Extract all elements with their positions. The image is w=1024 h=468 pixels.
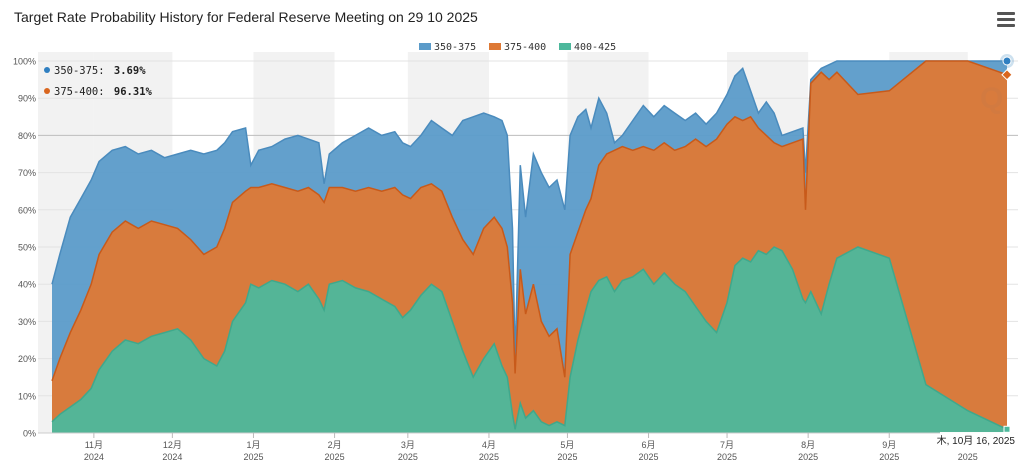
tooltip-value: 3.69%: [114, 65, 146, 77]
x-tick-month: 4月: [482, 440, 496, 450]
x-tick-year: 2025: [557, 452, 577, 462]
svg-text:350-375: 3.69%: 350-375: 3.69%: [54, 65, 146, 77]
series-line-375-400: [51, 60, 1008, 382]
legend-label: 375-400: [504, 42, 546, 53]
series-line-400-425: [51, 246, 1008, 430]
tooltip-label: 375-400:: [54, 86, 105, 98]
x-tick-year: 2025: [479, 452, 499, 462]
x-tick-month: 5月: [560, 440, 574, 450]
date-tooltip: 木, 10月 16, 2025: [937, 432, 1018, 448]
series-line-350-375: [51, 60, 1007, 359]
x-tick-month: 9月: [882, 440, 896, 450]
hover-point-375-400: [1001, 69, 1013, 81]
x-tick-year: 2025: [325, 452, 345, 462]
x-tick-month: 6月: [642, 440, 656, 450]
x-tick-year: 2025: [717, 452, 737, 462]
x-tick-year: 2025: [879, 452, 899, 462]
x-tick-year: 2024: [84, 452, 104, 462]
hover-point-350-375: [1002, 56, 1012, 66]
x-tick-year: 2025: [958, 452, 978, 462]
x-tick-month: 2月: [328, 440, 342, 450]
tooltip-bullet: [44, 88, 50, 94]
y-tick-label: 50%: [18, 243, 36, 253]
y-tick-label: 90%: [18, 94, 36, 104]
x-tick-year: 2025: [639, 452, 659, 462]
x-tick-month: 8月: [801, 440, 815, 450]
x-tick-year: 2025: [243, 452, 263, 462]
chart-title: Target Rate Probability History for Fede…: [14, 9, 478, 25]
watermark-letter: Q: [980, 82, 1003, 115]
x-tick-month: 7月: [720, 440, 734, 450]
hamburger-menu-icon[interactable]: [997, 12, 1015, 28]
legend-label: 400-425: [574, 42, 616, 53]
y-tick-label: 70%: [18, 168, 36, 178]
tooltip-value: 96.31%: [114, 86, 153, 98]
date-label: 木, 10月 16, 2025: [937, 435, 1016, 447]
legend-item-375-400[interactable]: 375-400: [489, 42, 546, 53]
y-tick-label: 40%: [18, 280, 36, 290]
legend-item-350-375[interactable]: 350-375: [419, 42, 476, 53]
tooltip-label: 350-375:: [54, 65, 105, 77]
svg-text:375-400: 96.31%: 375-400: 96.31%: [54, 86, 153, 98]
x-tick-year: 2025: [798, 452, 818, 462]
y-tick-label: 0%: [23, 429, 36, 439]
x-tick-year: 2024: [162, 452, 182, 462]
legend-item-400-425[interactable]: 400-425: [559, 42, 616, 53]
legend: 350-375 375-400 400-425: [419, 42, 616, 53]
x-tick-month: 11月: [85, 440, 103, 450]
y-tick-label: 10%: [18, 391, 36, 401]
hover-point-400-425: [1003, 425, 1011, 433]
y-tick-label: 80%: [18, 131, 36, 141]
x-tick-year: 2025: [398, 452, 418, 462]
y-tick-label: 60%: [18, 205, 36, 215]
tooltip: 350-375: 3.69% 375-400: 96.31%: [44, 65, 153, 98]
x-tick-month: 3月: [401, 440, 415, 450]
y-tick-label: 30%: [18, 317, 36, 327]
y-tick-label: 100%: [13, 57, 36, 67]
tooltip-bullet: [44, 67, 50, 73]
area-400-425: [52, 247, 1007, 433]
legend-label: 350-375: [434, 42, 476, 53]
y-tick-label: 20%: [18, 354, 36, 364]
x-tick-month: 12月: [163, 440, 182, 450]
x-tick-month: 1月: [246, 440, 260, 450]
